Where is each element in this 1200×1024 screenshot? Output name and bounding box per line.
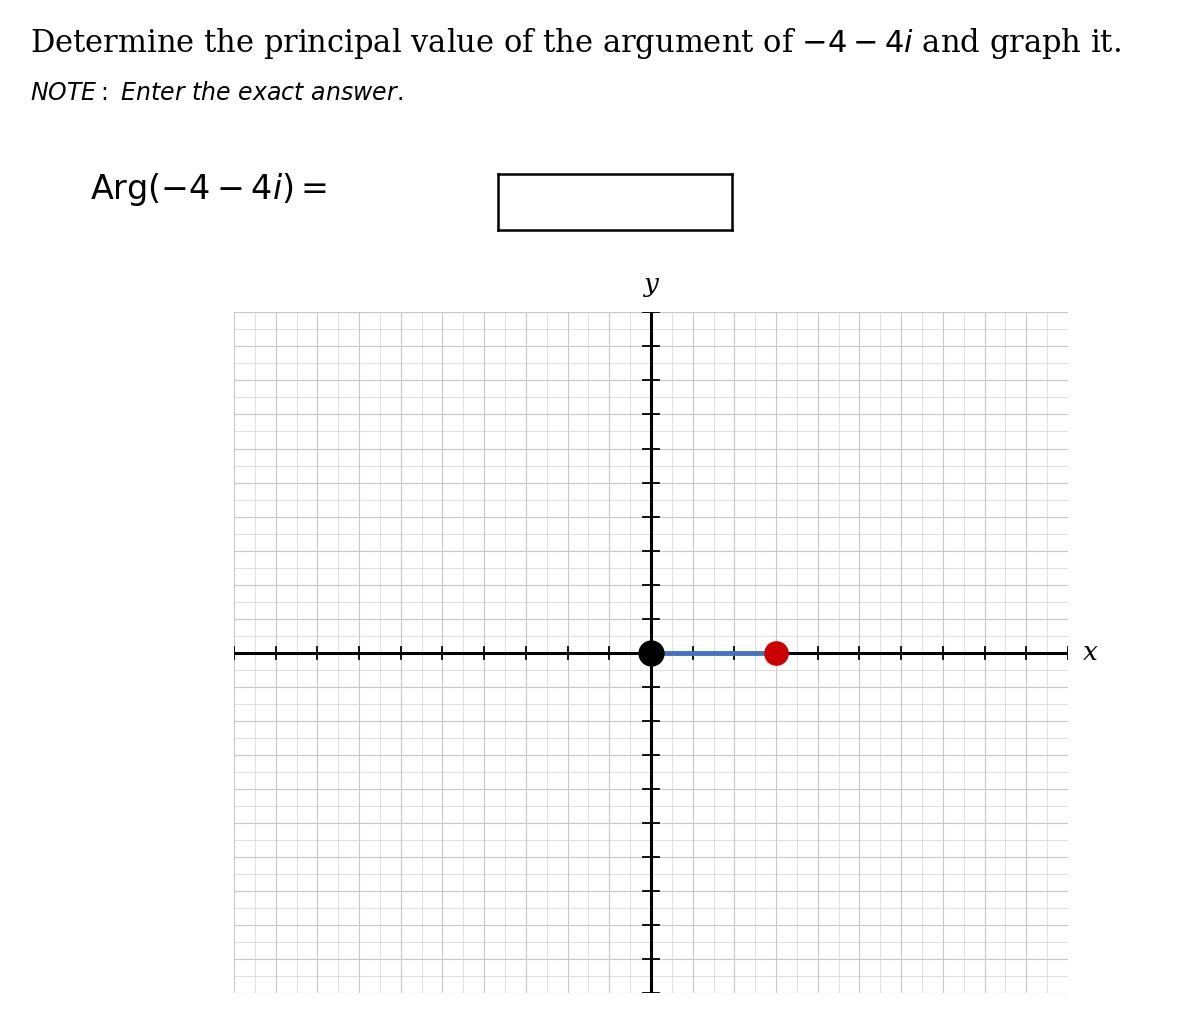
Text: Determine the principal value of the argument of $-4 - 4i$ and graph it.: Determine the principal value of the arg… (30, 26, 1121, 60)
Text: x: x (1082, 640, 1098, 666)
Point (641, 645, 660, 662)
Point (767, 645, 786, 662)
Text: y: y (643, 272, 659, 297)
Text: $\mathrm{Arg}(-4 - 4i) =$: $\mathrm{Arg}(-4 - 4i) =$ (90, 171, 328, 208)
Text: $\mathit{NOTE{:}\ Enter\ the\ exact\ answer.}$: $\mathit{NOTE{:}\ Enter\ the\ exact\ ans… (30, 82, 403, 104)
